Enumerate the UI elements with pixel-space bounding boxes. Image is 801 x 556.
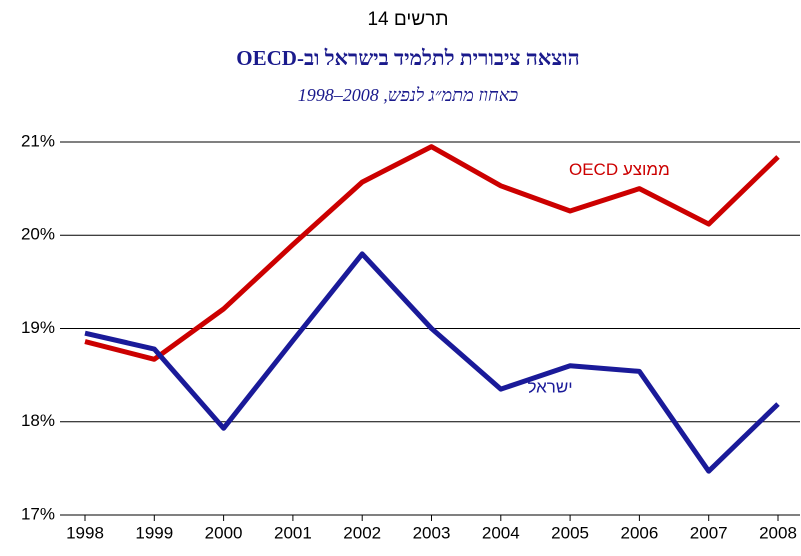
y-tick-label: 20% <box>21 225 55 244</box>
x-tick-label: 1999 <box>135 523 173 542</box>
x-tick-label: 2001 <box>274 523 312 542</box>
x-tick-label: 2008 <box>759 523 797 542</box>
chart-subtitle: הוצאה ציבורית לתלמיד בישראל וב-OECD <box>236 46 579 70</box>
x-tick-label: 2006 <box>620 523 658 542</box>
y-tick-label: 21% <box>21 131 55 150</box>
series-label: ישראל <box>527 377 572 396</box>
x-tick-label: 1998 <box>66 523 104 542</box>
series-line <box>84 251 780 474</box>
x-tick-label: 2000 <box>205 523 243 542</box>
y-tick-label: 18% <box>21 411 55 430</box>
y-tick-label: 17% <box>21 504 55 523</box>
x-tick-label: 2007 <box>690 523 728 542</box>
series-label: ממוצע OECD <box>569 160 670 179</box>
x-tick-label: 2003 <box>413 523 451 542</box>
x-tick-label: 2004 <box>482 523 520 542</box>
series-line <box>84 144 780 362</box>
chart-note: כאחוז מתמ״ג לנפש, 2008–1998 <box>298 85 519 105</box>
y-tick-label: 19% <box>21 318 55 337</box>
chart-title: תרשים 14 <box>367 9 448 30</box>
x-tick-label: 2005 <box>551 523 589 542</box>
x-tick-label: 2002 <box>343 523 381 542</box>
